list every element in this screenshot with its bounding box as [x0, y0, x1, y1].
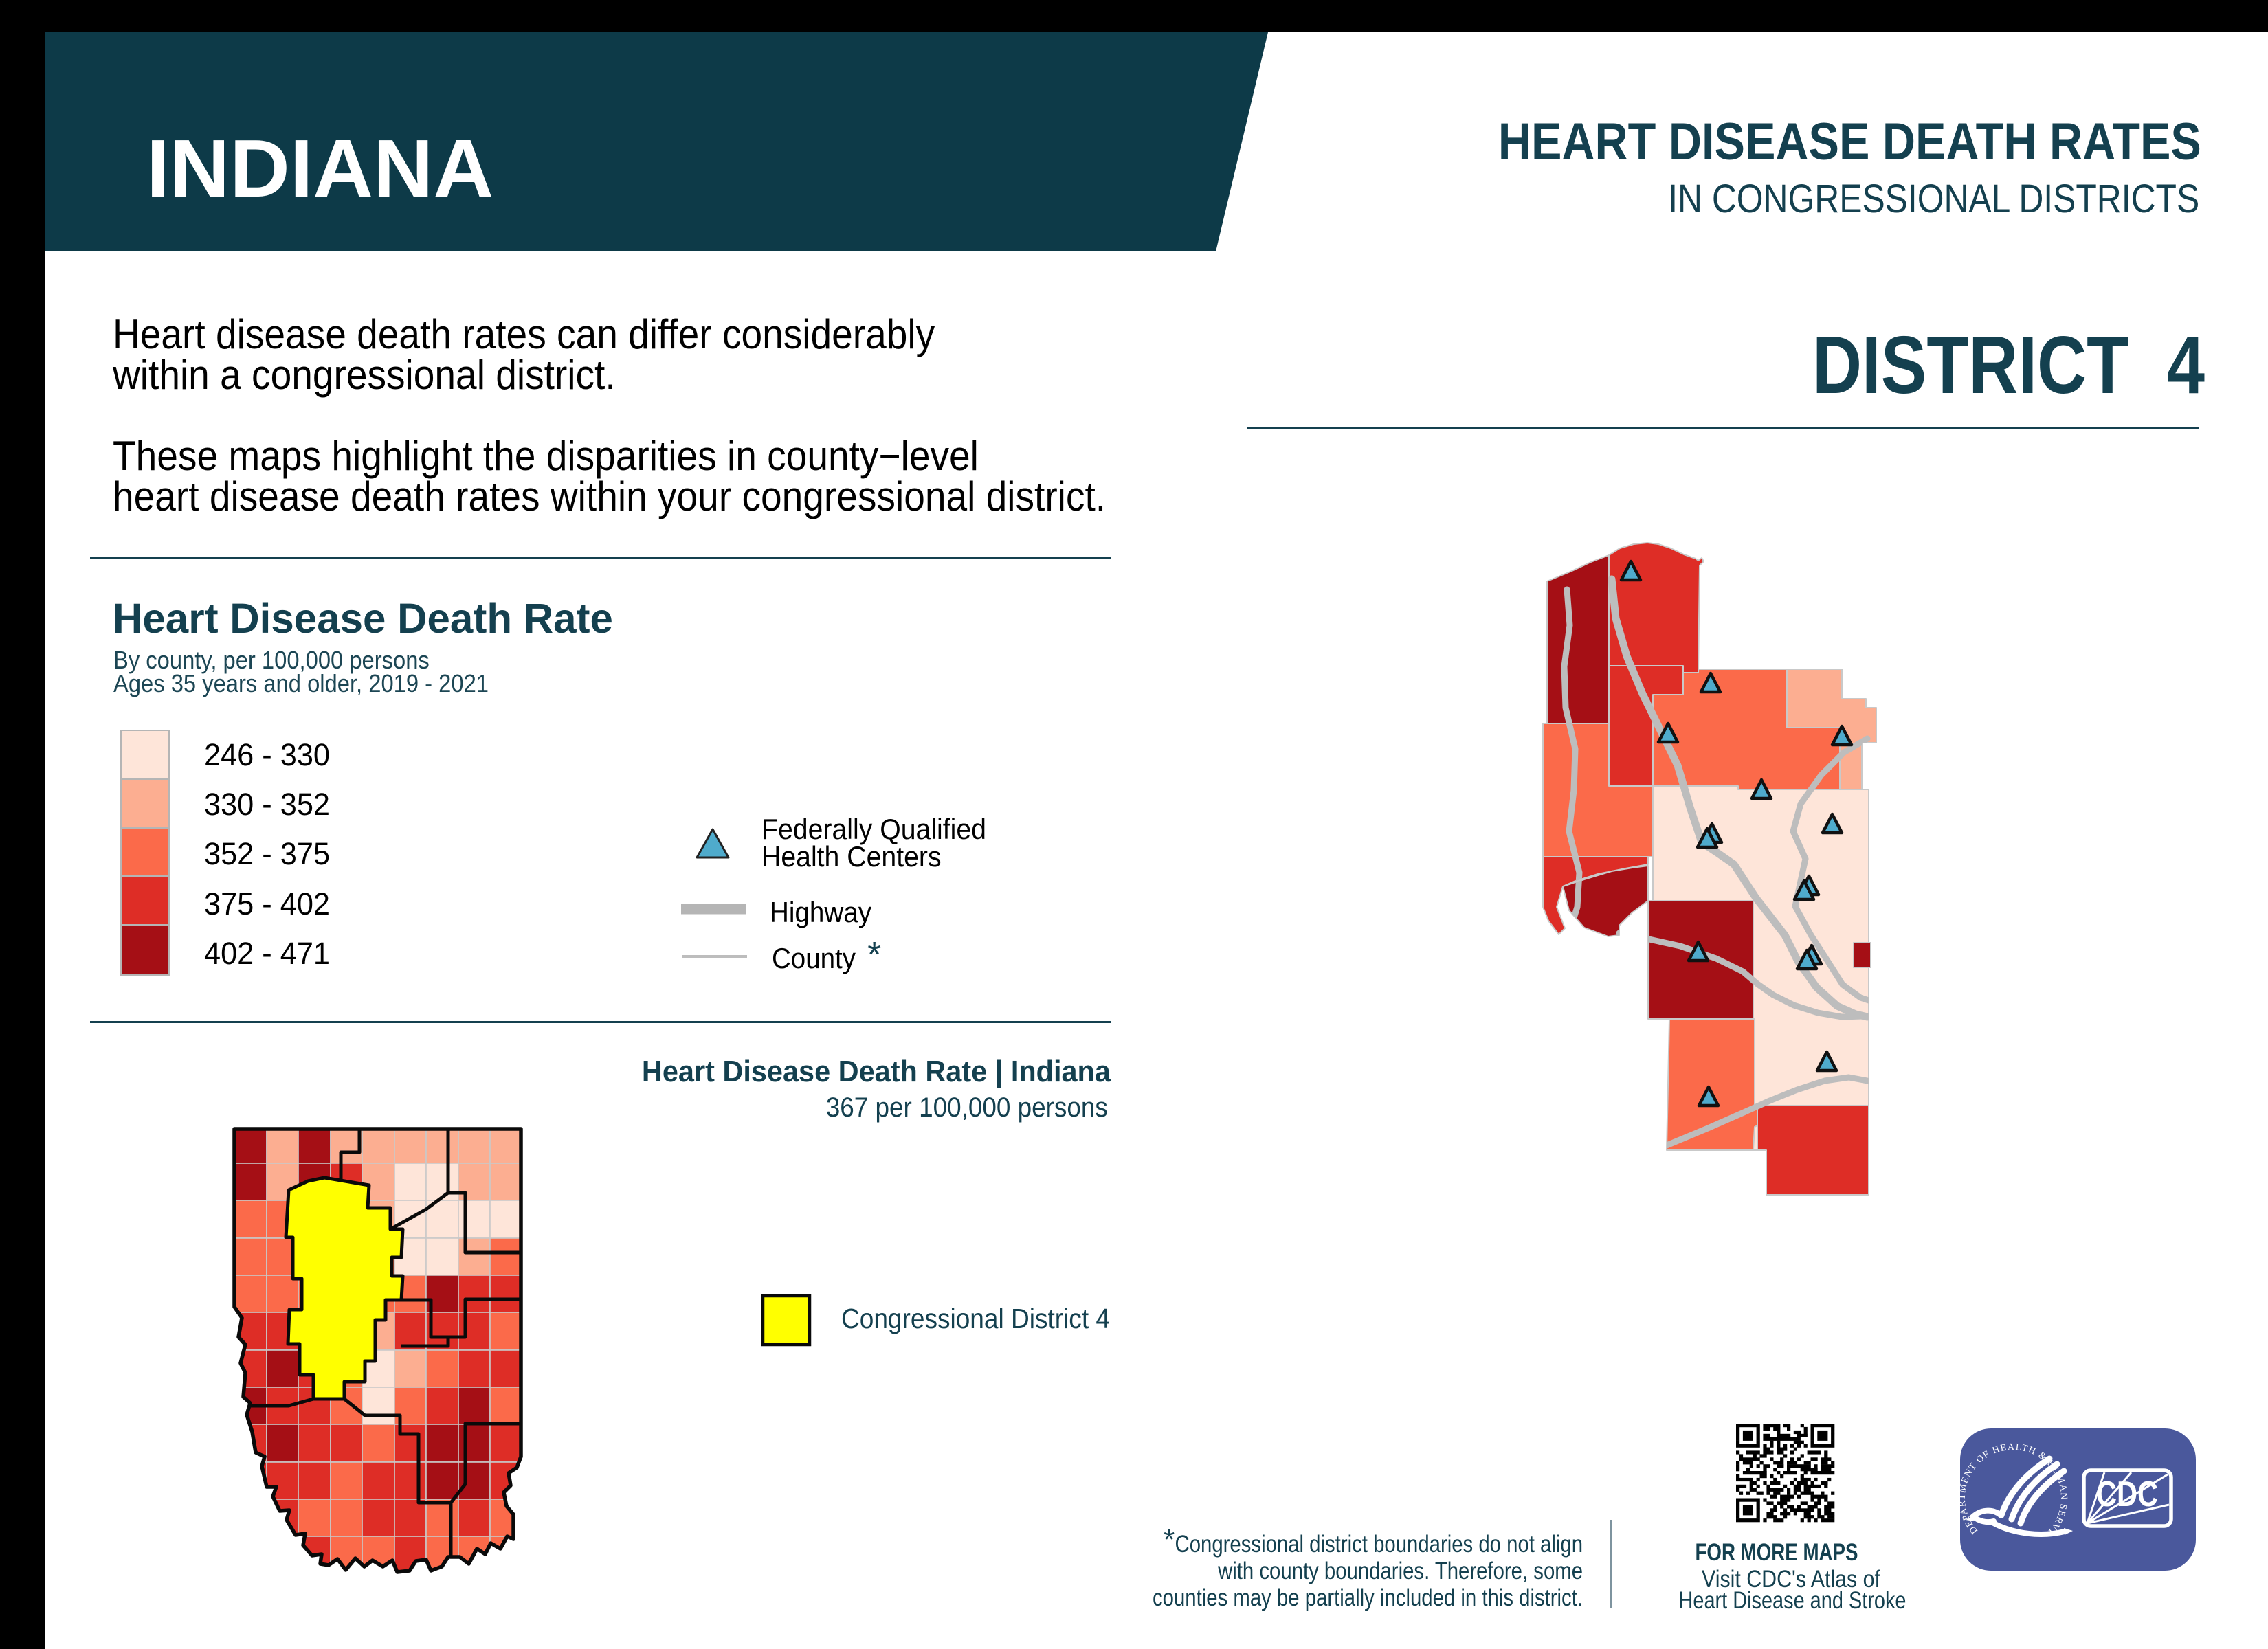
svg-text:CDC: CDC — [2096, 1474, 2158, 1514]
